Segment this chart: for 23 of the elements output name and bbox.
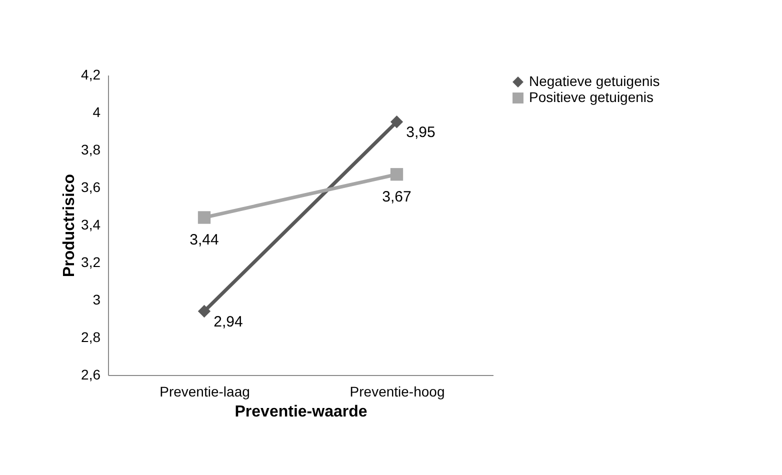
y-tick-label: 4,2 <box>81 66 101 82</box>
y-axis-title: Productrisico <box>61 174 78 278</box>
y-tick-label: 4 <box>92 104 101 120</box>
y-tick-label: 2,8 <box>81 329 101 345</box>
x-tick-label: Preventie-hoog <box>350 384 445 400</box>
point <box>390 168 404 181</box>
data-label: 3,95 <box>406 124 436 141</box>
x-axis-title: Preventie-waarde <box>234 404 368 420</box>
legend-label: Negatieve getuigenis <box>529 73 660 89</box>
point <box>198 304 211 318</box>
point <box>198 211 211 224</box>
legend-label: Positieve getuigenis <box>529 89 654 105</box>
y-tick-label: 2,6 <box>81 366 101 382</box>
point <box>390 116 404 128</box>
y-tick-label: 3,6 <box>81 179 101 195</box>
y-tick-label: 3,4 <box>81 216 101 232</box>
data-label: 3,67 <box>382 188 412 206</box>
data-label: 3,44 <box>190 232 219 248</box>
x-tick-label: Preventie-laag <box>160 384 250 400</box>
data-label: 2,94 <box>214 313 243 330</box>
y-tick-label: 3,8 <box>81 142 101 158</box>
y-tick-label: 3,2 <box>81 254 101 270</box>
y-tick-label: 3 <box>92 292 101 308</box>
